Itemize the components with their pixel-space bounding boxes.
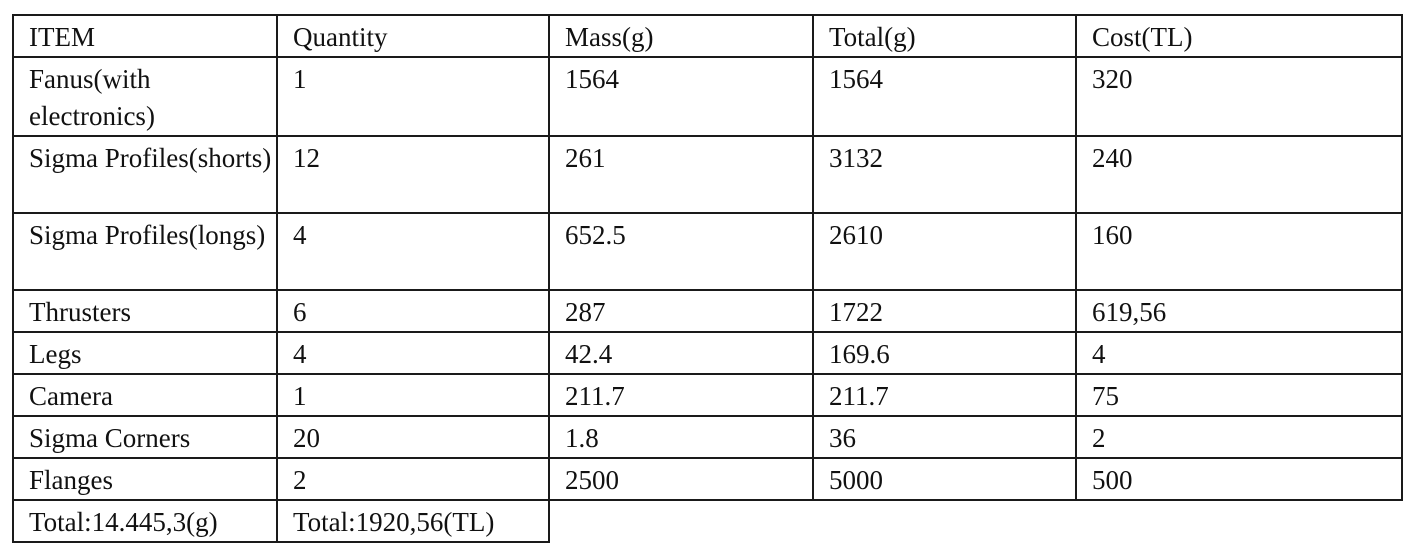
cell-quantity: 12 xyxy=(276,135,550,214)
cell-quantity: 4 xyxy=(276,212,550,291)
header-total: Total(g) xyxy=(812,14,1077,58)
cell-total: 36 xyxy=(812,415,1077,459)
table-row: Legs 4 42.4 169.6 4 xyxy=(12,331,1403,375)
cell-cost: 160 xyxy=(1075,212,1403,291)
cell-item: Fanus(with electronics) xyxy=(12,56,278,137)
cell-total: 1564 xyxy=(812,56,1077,137)
cell-quantity: 1 xyxy=(276,56,550,137)
table-row: Fanus(with electronics) 1 1564 1564 320 xyxy=(12,56,1403,137)
cell-total: 3132 xyxy=(812,135,1077,214)
table-row: Sigma Corners 20 1.8 36 2 xyxy=(12,415,1403,459)
cell-cost: 619,56 xyxy=(1075,289,1403,333)
cell-cost: 320 xyxy=(1075,56,1403,137)
header-quantity: Quantity xyxy=(276,14,550,58)
total-cost-cell: Total:1920,56(TL) xyxy=(276,499,550,543)
cell-mass: 652.5 xyxy=(548,212,814,291)
header-cost: Cost(TL) xyxy=(1075,14,1403,58)
table-row: Sigma Profiles(longs) 4 652.5 2610 160 xyxy=(12,212,1403,291)
cell-mass: 42.4 xyxy=(548,331,814,375)
cell-cost: 500 xyxy=(1075,457,1403,501)
cell-item: Thrusters xyxy=(12,289,278,333)
cell-quantity: 4 xyxy=(276,331,550,375)
cell-mass: 211.7 xyxy=(548,373,814,417)
cell-cost: 2 xyxy=(1075,415,1403,459)
cell-item: Camera xyxy=(12,373,278,417)
cell-mass: 261 xyxy=(548,135,814,214)
header-mass: Mass(g) xyxy=(548,14,814,58)
table-row: Flanges 2 2500 5000 500 xyxy=(12,457,1403,501)
table-row: Sigma Profiles(shorts) 12 261 3132 240 xyxy=(12,135,1403,214)
cell-quantity: 1 xyxy=(276,373,550,417)
cost-mass-table: ITEM Quantity Mass(g) Total(g) Cost(TL) … xyxy=(12,14,1403,501)
cell-item: Sigma Profiles(shorts) xyxy=(12,135,278,214)
cell-mass: 2500 xyxy=(548,457,814,501)
table-header-row: ITEM Quantity Mass(g) Total(g) Cost(TL) xyxy=(12,14,1403,58)
cell-cost: 240 xyxy=(1075,135,1403,214)
total-mass-cell: Total:14.445,3(g) xyxy=(12,499,278,543)
cell-item: Sigma Profiles(longs) xyxy=(12,212,278,291)
totals-table: Total:14.445,3(g) Total:1920,56(TL) xyxy=(12,499,550,543)
cell-total: 2610 xyxy=(812,212,1077,291)
cell-item: Legs xyxy=(12,331,278,375)
table-row: Thrusters 6 287 1722 619,56 xyxy=(12,289,1403,333)
header-item: ITEM xyxy=(12,14,278,58)
cell-total: 169.6 xyxy=(812,331,1077,375)
cell-quantity: 2 xyxy=(276,457,550,501)
cell-quantity: 6 xyxy=(276,289,550,333)
cell-cost: 75 xyxy=(1075,373,1403,417)
cell-total: 211.7 xyxy=(812,373,1077,417)
cell-total: 1722 xyxy=(812,289,1077,333)
cell-mass: 1.8 xyxy=(548,415,814,459)
cell-quantity: 20 xyxy=(276,415,550,459)
cell-cost: 4 xyxy=(1075,331,1403,375)
cell-total: 5000 xyxy=(812,457,1077,501)
cell-item: Flanges xyxy=(12,457,278,501)
totals-row: Total:14.445,3(g) Total:1920,56(TL) xyxy=(12,499,550,543)
cost-mass-table-container: ITEM Quantity Mass(g) Total(g) Cost(TL) … xyxy=(12,14,1403,543)
cell-item: Sigma Corners xyxy=(12,415,278,459)
cell-mass: 1564 xyxy=(548,56,814,137)
table-row: Camera 1 211.7 211.7 75 xyxy=(12,373,1403,417)
cell-mass: 287 xyxy=(548,289,814,333)
